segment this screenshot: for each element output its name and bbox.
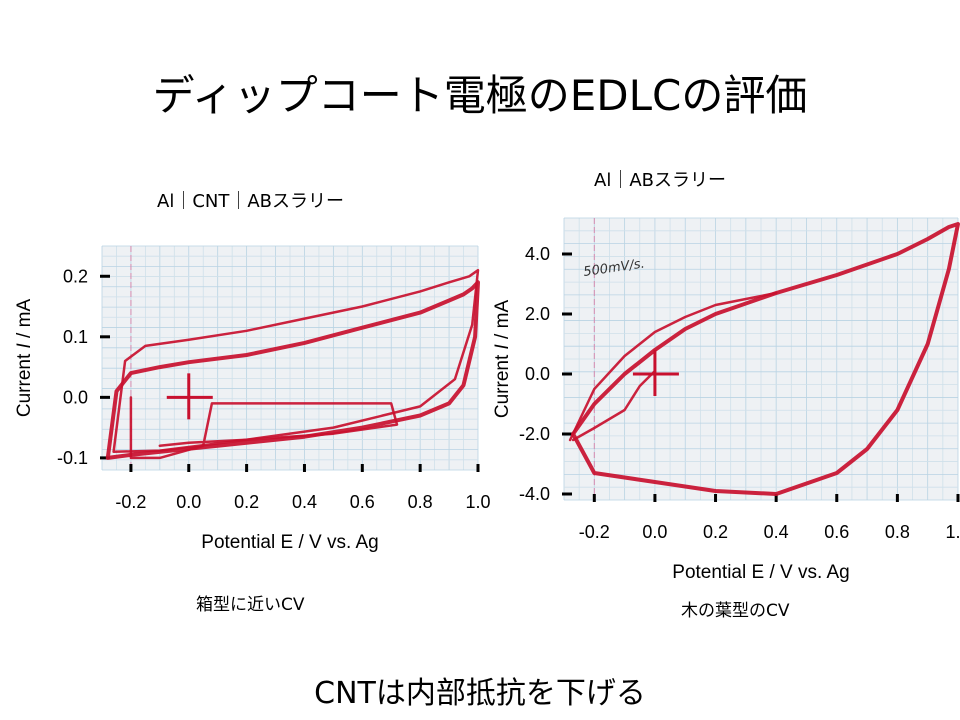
chart1-xtick-label: 0.6 [350,492,375,512]
chart2-ylabel: Current I / mA [492,300,513,419]
chart2-ytick-label: 0.0 [525,364,550,384]
chart2-xtick-label: 0.4 [764,522,789,542]
chart2-ytick-label: -4.0 [519,484,550,504]
chart1-ytick-label: -0.1 [57,448,88,468]
chart2-ytick-label: 4.0 [525,244,550,264]
chart2-caption: Al｜ABスラリー [594,170,726,191]
chart2-xtick-label: 0.8 [885,522,910,542]
chart1-xtick-label: 0.4 [292,492,317,512]
chart1-note: 箱型に近いCV [196,595,305,615]
chart2-xtick-label: 0.2 [703,522,728,542]
chart1-xlabel: Potential E / V vs. Ag [201,532,378,553]
chart1-xtick-label: 0.2 [234,492,259,512]
slide-conclusion: CNTは内部抵抗を下げる [314,676,646,711]
chart2-series-1 [571,222,960,496]
chart1-xtick-label: -0.2 [115,492,146,512]
chart1-series-2 [112,268,480,454]
chart1-ytick-label: 0.2 [63,266,88,286]
chart2-ytick-label: 2.0 [525,304,550,324]
chart1-series-3 [129,396,399,460]
chart1-xtick-label: 1.0 [465,492,490,512]
chart1-ytick-label: 0.0 [63,387,88,407]
chart1-series-1 [105,280,480,460]
chart2-xtick-label: 0.6 [824,522,849,542]
chart-cv-ab: 4.0 2.0 0.0 -2.0 -4.0 -0.2 0.0 0.2 0.4 0.6 0.8 1.0 P… [492,217,960,583]
chart2-xlabel: Potential E / V vs. Ag [672,562,849,583]
chart2-note: 木の葉型のCV [681,601,790,621]
chart2-xtick-label: 0.0 [642,522,667,542]
chart1-caption: Al｜CNT｜ABスラリー [157,191,345,212]
chart2-xtick-label: -0.2 [579,522,610,542]
chart1-ylabel: Current I / mA [14,299,35,418]
chart1-ytick-label: 0.1 [63,327,88,347]
chart1-xtick-label: 0.8 [408,492,433,512]
chart-cv-cnt: 0.2 0.1 0.0 -0.1 -0.2 0.0 0.2 0.4 0.6 0.8 1.0 Poten… [14,245,491,553]
chart1-xtick-label: 0.0 [176,492,201,512]
chart2-series-3 [571,369,657,442]
slide-title: ディップコート電極のEDLCの評価 [152,71,808,120]
chart2-xtick-label: 1.0 [945,522,960,542]
chart2-grid [563,217,959,501]
chart2-series-2 [568,291,778,442]
chart2-ytick-label: -2.0 [519,424,550,444]
